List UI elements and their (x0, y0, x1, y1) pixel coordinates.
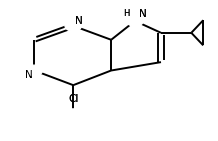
Circle shape (26, 65, 43, 76)
Text: N: N (25, 70, 33, 80)
Text: Cl: Cl (68, 94, 78, 104)
Text: N: N (75, 16, 83, 26)
Circle shape (67, 109, 80, 117)
Text: H: H (123, 9, 129, 18)
Text: H: H (123, 9, 129, 18)
Circle shape (127, 16, 143, 26)
Text: N: N (75, 16, 83, 26)
Circle shape (65, 21, 82, 31)
Text: Cl: Cl (68, 94, 78, 104)
Text: N: N (25, 70, 33, 80)
Text: N: N (139, 9, 147, 19)
Text: N: N (139, 9, 147, 19)
